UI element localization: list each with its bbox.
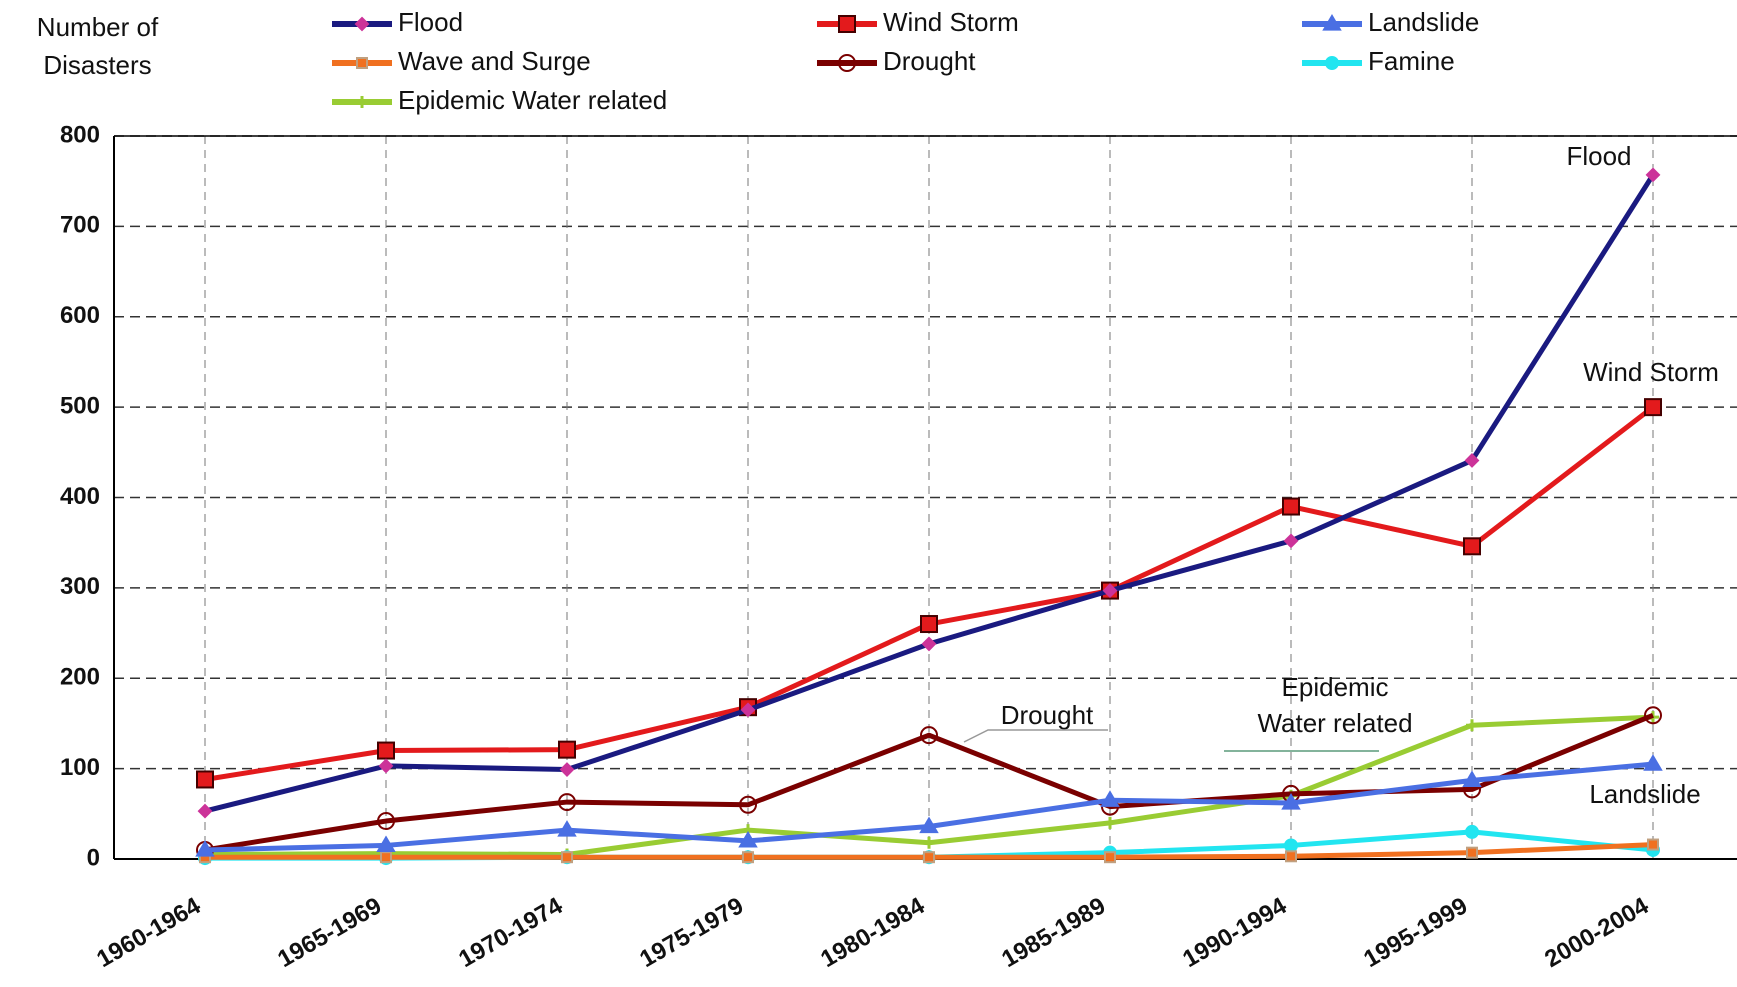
x-tick-label: 1985-1989 xyxy=(997,892,1110,973)
marker xyxy=(356,96,368,108)
marker xyxy=(561,851,573,864)
marker xyxy=(1282,497,1300,516)
y-tick-label: 500 xyxy=(60,392,100,419)
marker xyxy=(1644,706,1662,725)
x-tick-label: 1960-1964 xyxy=(92,892,205,973)
y-tick-label: 800 xyxy=(60,121,100,148)
marker xyxy=(378,758,394,774)
annotation: Drought xyxy=(1001,700,1094,730)
annotation: Water related xyxy=(1257,708,1412,738)
marker xyxy=(557,820,577,837)
marker xyxy=(921,636,937,652)
marker xyxy=(354,16,370,32)
y-tick-label: 700 xyxy=(60,212,100,239)
y-tick-label: 400 xyxy=(60,483,100,510)
marker xyxy=(1325,56,1339,70)
marker xyxy=(558,793,576,812)
marker xyxy=(380,851,392,864)
y-tick-label: 300 xyxy=(60,573,100,600)
marker xyxy=(920,615,938,634)
marker xyxy=(1466,719,1478,732)
marker xyxy=(376,835,396,853)
y-tick-label: 600 xyxy=(60,302,100,329)
x-tick-label: 1970-1974 xyxy=(454,892,567,973)
legend-label: Flood xyxy=(398,7,463,37)
legend-label: Landslide xyxy=(1368,7,1479,37)
series-line xyxy=(204,712,1654,853)
marker xyxy=(558,740,576,759)
x-tick-label: 1975-1979 xyxy=(635,892,748,973)
marker xyxy=(1466,846,1478,859)
legend-label: Drought xyxy=(883,46,976,76)
marker xyxy=(742,851,754,864)
marker xyxy=(196,770,214,789)
leader-line xyxy=(963,729,1108,743)
marker xyxy=(1463,537,1481,556)
marker xyxy=(1285,850,1297,863)
y-axis-label: Number of Disasters xyxy=(36,12,159,80)
marker xyxy=(1645,167,1661,183)
marker xyxy=(195,839,215,857)
legend-label: Famine xyxy=(1368,46,1455,76)
marker xyxy=(1100,790,1120,807)
marker xyxy=(923,851,935,864)
x-tick-label: 1980-1984 xyxy=(816,892,929,973)
x-tick-label: 2000-2004 xyxy=(1540,892,1653,973)
legend-label: Wave and Surge xyxy=(398,46,591,76)
marker xyxy=(1647,838,1659,851)
marker xyxy=(1322,14,1342,31)
marker xyxy=(1644,398,1662,417)
annotation: Epidemic xyxy=(1282,672,1389,702)
marker xyxy=(1464,453,1480,468)
y-tick-label: 0 xyxy=(87,844,100,871)
marker xyxy=(1102,583,1118,599)
annotation: Wind Storm xyxy=(1583,357,1719,387)
marker xyxy=(919,816,939,834)
marker xyxy=(1283,533,1299,549)
marker xyxy=(738,830,758,848)
marker xyxy=(838,15,856,33)
marker xyxy=(838,54,856,72)
marker xyxy=(197,803,213,819)
legend-label: Epidemic Water related xyxy=(398,85,667,115)
marker xyxy=(920,726,938,745)
marker xyxy=(740,702,756,718)
marker xyxy=(1465,824,1479,839)
marker xyxy=(377,812,395,831)
marker xyxy=(1281,792,1301,810)
y-tick-label: 200 xyxy=(60,664,100,691)
marker xyxy=(1462,770,1482,787)
marker xyxy=(377,741,395,760)
x-tick-label: 1995-1999 xyxy=(1359,892,1472,973)
x-tick-label: 1965-1969 xyxy=(273,892,386,973)
y-tick-label: 100 xyxy=(60,754,100,781)
marker xyxy=(923,836,935,849)
legend-label: Wind Storm xyxy=(883,7,1019,37)
marker xyxy=(356,57,368,69)
marker xyxy=(559,762,575,777)
marker xyxy=(1643,754,1663,771)
marker xyxy=(739,795,757,814)
x-tick-label: 1990-1994 xyxy=(1178,892,1291,973)
marker xyxy=(1104,816,1116,829)
annotation: Flood xyxy=(1566,141,1631,171)
marker xyxy=(1104,851,1116,864)
annotation: Landslide xyxy=(1589,779,1700,809)
marker xyxy=(1284,838,1298,853)
